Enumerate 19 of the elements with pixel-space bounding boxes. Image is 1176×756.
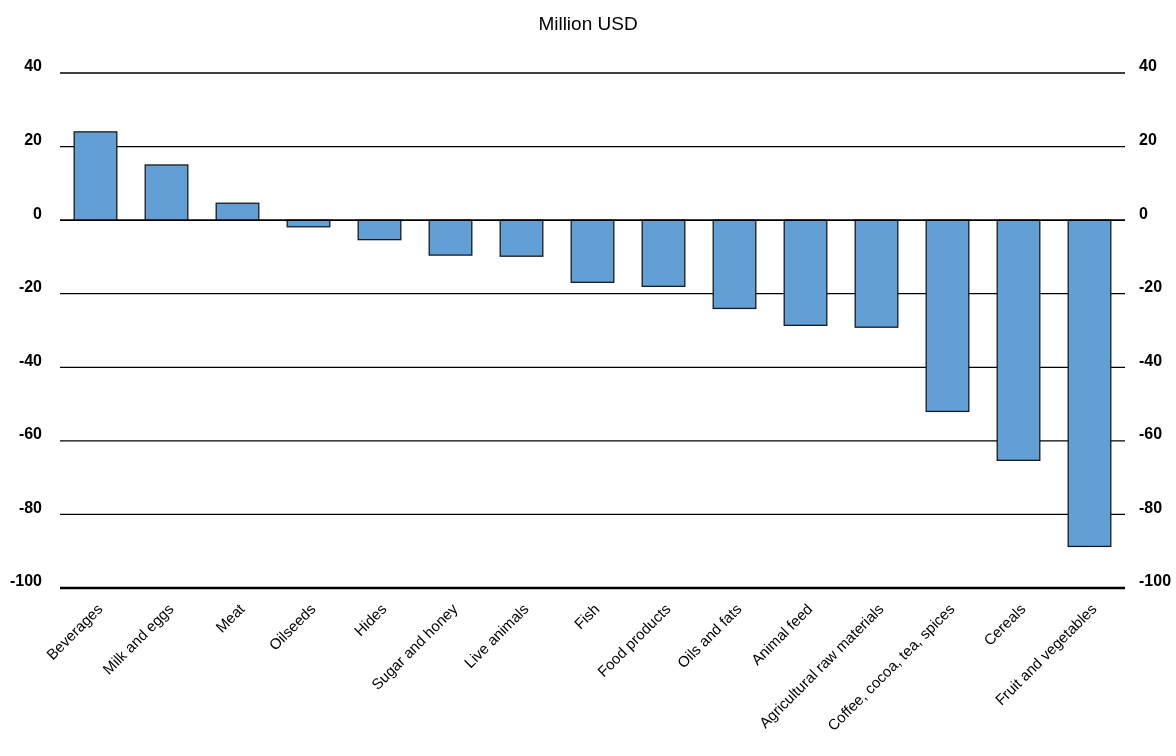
y-tick-label: -100 xyxy=(9,572,43,590)
y2-tick-label: 40 xyxy=(1139,57,1157,75)
y-tick-label: 0 xyxy=(33,204,43,222)
y-tick-label: -20 xyxy=(18,278,43,296)
y-tick-label: 20 xyxy=(24,130,43,148)
y-tick-label: -60 xyxy=(18,425,43,443)
y2-tick-label: -20 xyxy=(1139,278,1163,296)
y2-tick-label: 20 xyxy=(1139,130,1157,148)
y2-tick-label: -40 xyxy=(1139,351,1163,369)
y2-tick-label: -80 xyxy=(1139,498,1163,516)
y-tick-label: -40 xyxy=(18,351,43,369)
y2-tick-label: -100 xyxy=(1139,572,1172,590)
x-tick-label: Fish xyxy=(570,600,603,633)
y2-tick-label: -60 xyxy=(1139,425,1163,443)
y2-tick-label: 0 xyxy=(1139,204,1148,222)
x-tick-label: Oils and fats xyxy=(673,600,745,672)
y-tick-label: 40 xyxy=(24,57,43,75)
chart-subtitle: Million USD xyxy=(538,13,638,34)
y-tick-label: -80 xyxy=(18,498,43,516)
